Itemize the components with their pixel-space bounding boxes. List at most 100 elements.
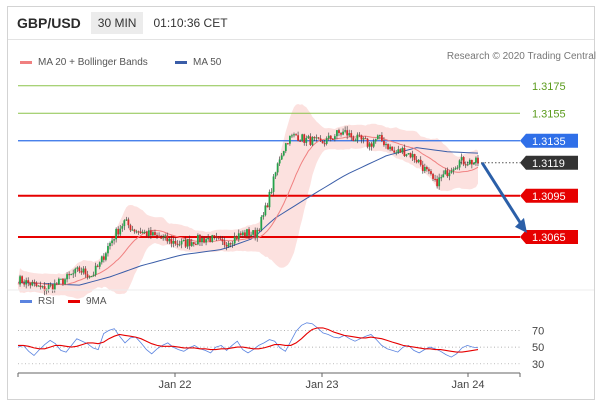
candle-body: [295, 134, 297, 136]
candle-body: [119, 228, 122, 235]
candle-body: [319, 138, 322, 141]
candle-body: [23, 283, 26, 285]
candle-body: [149, 230, 152, 236]
ma50-swatch: [175, 61, 187, 64]
candle-body: [340, 132, 342, 135]
candle-body: [49, 284, 52, 286]
candle-body: [168, 238, 171, 242]
clock-readout: 01:10:36 CET: [153, 16, 228, 30]
candle-body: [125, 219, 128, 221]
candle-body: [352, 137, 355, 141]
candle-body: [27, 280, 30, 283]
candle-body: [442, 174, 445, 178]
candle-body: [250, 234, 252, 236]
candle-body: [360, 135, 363, 140]
candle-body: [325, 138, 328, 144]
rsi-line: [17, 322, 479, 358]
candle-body: [55, 283, 58, 285]
candle-body: [162, 237, 165, 239]
candle-body: [428, 169, 430, 172]
candle-body: [321, 140, 324, 144]
chart-header: GBP/USD 30 MIN 01:10:36 CET: [8, 7, 228, 39]
candle-body: [452, 169, 455, 171]
legend-ma20: MA 20 + Bollinger Bands: [20, 57, 148, 68]
candle-body: [133, 229, 136, 232]
candle-body: [188, 239, 191, 246]
candle-body: [141, 231, 144, 234]
candle-body: [305, 137, 308, 143]
candle-body: [184, 239, 187, 247]
candle-body: [331, 138, 334, 140]
candle-body: [182, 239, 185, 242]
candle-body: [413, 154, 416, 160]
candle-body: [84, 268, 87, 275]
candle-body: [197, 234, 199, 245]
candle-body: [33, 282, 36, 284]
candle-body: [458, 160, 461, 168]
timeframe-badge[interactable]: 30 MIN: [90, 12, 144, 34]
candle-body: [223, 241, 226, 246]
candle-body: [254, 230, 257, 238]
candle-body: [470, 159, 473, 165]
candle-body: [51, 284, 54, 291]
candle-body: [205, 239, 207, 243]
legend-ma50-label: MA 50: [193, 57, 222, 68]
candle-body: [342, 131, 344, 135]
candle-body: [350, 133, 353, 138]
candle-body: [282, 151, 285, 156]
candle-body: [354, 140, 357, 142]
candle-body: [244, 232, 246, 237]
candle-body: [19, 276, 21, 285]
candle-body: [57, 278, 60, 285]
candle-body: [307, 136, 310, 138]
candle-body: [374, 139, 377, 142]
legend-ma50: MA 50: [175, 57, 221, 68]
candle-body: [372, 141, 375, 147]
candle-body: [301, 134, 304, 142]
candle-body: [415, 159, 418, 163]
price-level-label: 1.3119: [532, 158, 565, 170]
candle-body: [401, 147, 404, 153]
candle-body: [383, 140, 385, 146]
candle-body: [293, 134, 295, 136]
candle-body: [248, 229, 250, 236]
candle-body: [389, 146, 391, 150]
candle-body: [425, 166, 428, 170]
x-axis-tick-label: Jan 23: [305, 379, 338, 391]
candle-body: [72, 273, 75, 275]
candle-body: [336, 130, 338, 137]
candle-body: [80, 271, 83, 273]
candle-body: [203, 238, 205, 243]
candle-body: [323, 143, 326, 145]
candle-body: [289, 135, 291, 144]
candle-body: [421, 164, 424, 171]
candle-body: [145, 231, 148, 237]
candle-body: [190, 242, 193, 246]
candle-body: [231, 243, 234, 245]
candle-body: [211, 235, 214, 242]
candle-body: [403, 147, 406, 156]
candle-body: [311, 137, 314, 145]
candle-body: [391, 146, 394, 151]
candle-body: [107, 246, 109, 254]
candle-body: [460, 157, 463, 161]
price-level-current-tag: [520, 155, 578, 170]
candle-body: [266, 205, 269, 208]
candle-body: [229, 243, 232, 245]
price-level-label: 1.3065: [532, 232, 566, 244]
x-axis-tick-label: Jan 24: [451, 379, 484, 391]
candle-body: [209, 237, 212, 242]
candle-body: [348, 133, 351, 136]
candle-body: [276, 163, 279, 173]
candle-body: [477, 157, 479, 164]
candle-body: [135, 231, 138, 233]
candle-body: [327, 135, 330, 139]
candle-body: [76, 267, 79, 269]
candle-body: [411, 154, 414, 158]
candle-body: [178, 244, 181, 246]
candle-body: [227, 243, 230, 247]
candle-body: [270, 191, 273, 193]
candle-body: [436, 178, 439, 187]
candle-body: [264, 205, 267, 216]
